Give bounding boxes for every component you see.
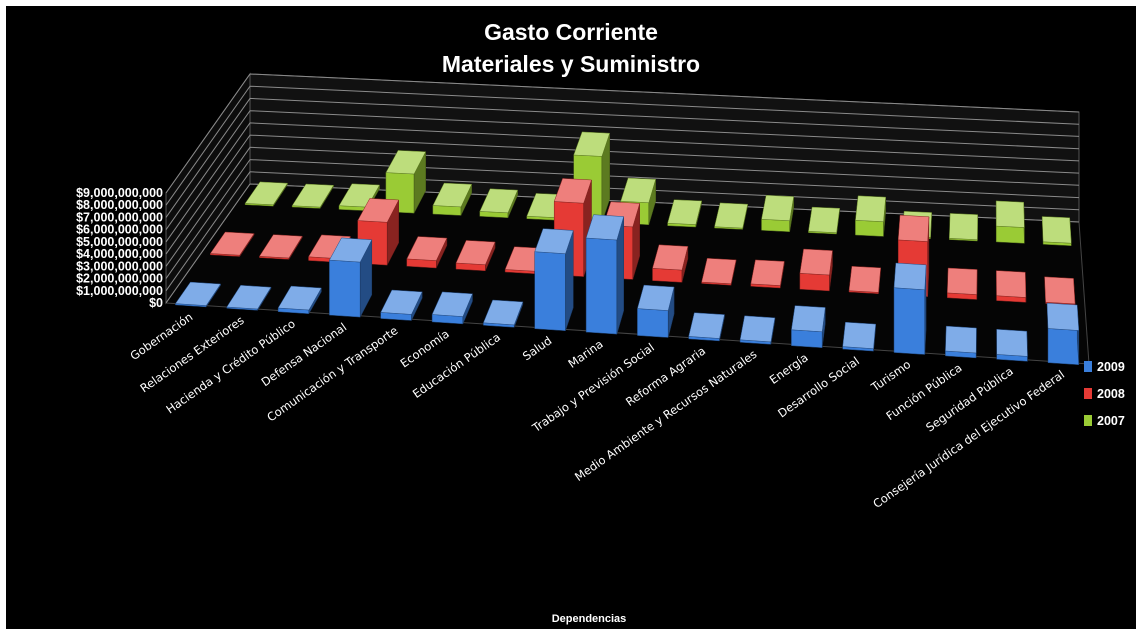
legend-item-2007: 2007	[1084, 414, 1125, 428]
y-tick-label: $7,000,000,000	[76, 210, 163, 224]
bar-funcion-publica-2007	[949, 213, 978, 242]
chart-frame: $0 $1,000,000,000 $2,000,000,000 $3,000,000…	[6, 6, 1136, 629]
gridline	[165, 159, 1080, 279]
bar-gobernacion-2007	[244, 181, 289, 207]
y-axis-ticks: $0$1,000,000,000$2,000,000,000$3,000,000…	[76, 186, 163, 310]
y-tick-label: $0	[149, 296, 163, 310]
legend-item-2009: 2009	[1084, 360, 1125, 374]
y-tick-label: $2,000,000,000	[76, 272, 163, 286]
gridline	[165, 73, 1080, 194]
gridline	[165, 183, 1080, 304]
legend-label-2007: 2007	[1097, 414, 1125, 428]
bar-comunicacion-y-transporte-2008	[406, 236, 448, 269]
bar-gobernacion-2008	[209, 231, 255, 258]
x-tick-consejeria-juridica-del-ejecutivo-federal: Consejería Jurídica del Ejecutivo Federa…	[870, 367, 1067, 511]
bar-reforma-agraria-2009	[688, 312, 725, 342]
bar-reforma-agraria-2008	[701, 258, 737, 286]
bar-medio-ambiente-y-recursos-naturales-2009	[739, 315, 776, 345]
bar-marina-2009	[585, 214, 625, 335]
x-axis-label: Dependencias	[552, 613, 627, 625]
bar-trabajo-y-prevision-social-2009	[637, 284, 675, 338]
bar-relaciones-exteriores-2009	[226, 285, 272, 312]
bar-trabajo-y-prevision-social-2007	[667, 199, 703, 228]
x-tick-marina: Marina	[565, 337, 605, 371]
x-tick-relaciones-exteriores: Relaciones Exteriores	[137, 313, 246, 395]
bar-medio-ambiente-y-recursos-naturales-2008	[750, 259, 785, 289]
y-tick-label: $5,000,000,000	[76, 235, 163, 249]
bar-defensa-nacional-2009	[328, 237, 373, 318]
y-tick-label: $1,000,000,000	[76, 284, 163, 298]
legend-label-2009: 2009	[1097, 360, 1125, 374]
legend-item-2008: 2008	[1084, 387, 1125, 401]
legend-swatch-2007	[1084, 415, 1092, 426]
bar-economia-2007	[479, 188, 519, 218]
gridline	[165, 85, 1080, 206]
bar-gobernacion-2009	[174, 281, 222, 308]
x-tick-salud: Salud	[520, 333, 554, 363]
bar-economia-2008	[455, 240, 496, 272]
bar-hacienda-y-credito-publico-2009	[277, 285, 322, 315]
bar-salud-2009	[534, 228, 574, 331]
y-tick-label: $6,000,000,000	[76, 223, 163, 237]
bar-funcion-publica-2008	[947, 267, 978, 300]
legend-swatch-2009	[1084, 361, 1092, 372]
gridline	[165, 97, 1080, 218]
bar-energia-2009	[791, 305, 826, 348]
bar-reforma-agraria-2007	[714, 202, 749, 230]
gridline	[165, 171, 1080, 292]
bar-economia-2009	[431, 291, 473, 325]
bar-defensa-nacional-2007	[385, 150, 427, 214]
bars	[174, 131, 1080, 365]
bar-seguridad-publica-2007	[995, 200, 1025, 244]
legend-swatch-2008	[1084, 388, 1092, 399]
bar-medio-ambiente-y-recursos-naturales-2007	[761, 195, 794, 232]
gridline	[165, 134, 1080, 255]
bar-consejeria-juridica-del-ejecutivo-federal-2009	[1046, 302, 1080, 365]
bar-relaciones-exteriores-2008	[258, 234, 303, 261]
x-tick-energia: Energía	[767, 350, 811, 387]
bar-trabajo-y-prevision-social-2008	[652, 244, 689, 283]
bar-seguridad-publica-2008	[996, 270, 1027, 303]
x-tick-turismo: Turismo	[868, 357, 913, 395]
bar-energia-2008	[799, 248, 833, 292]
bar-desarrollo-social-2007	[855, 195, 886, 237]
bar-comunicacion-y-transporte-2007	[432, 182, 473, 216]
legend-label-2008: 2008	[1097, 387, 1125, 401]
y-tick-label: $4,000,000,000	[76, 247, 163, 261]
bar-desarrollo-social-2009	[842, 321, 876, 352]
bar-consejeria-juridica-del-ejecutivo-federal-2008	[1044, 276, 1076, 306]
x-tick-economia: Economía	[398, 327, 452, 371]
y-tick-label: $8,000,000,000	[76, 198, 163, 212]
legend: 2009 2008 2007	[1084, 360, 1125, 428]
bar-comunicacion-y-transporte-2009	[380, 289, 423, 321]
bar-funcion-publica-2009	[945, 325, 977, 359]
chart-title-line-1: Gasto Corriente	[484, 19, 658, 45]
y-tick-label: $9,000,000,000	[76, 186, 163, 200]
bar-relaciones-exteriores-2007	[291, 183, 335, 210]
bar-chart-3d: $0$1,000,000,000$2,000,000,000$3,000,000…	[76, 19, 1125, 625]
bar-educacion-publica-2009	[483, 299, 524, 328]
gridline	[165, 122, 1080, 243]
chart-title-line-2: Materiales y Suministro	[442, 51, 700, 77]
bar-consejeria-juridica-del-ejecutivo-federal-2007	[1041, 216, 1072, 246]
y-tick-label: $3,000,000,000	[76, 259, 163, 273]
gridline	[165, 110, 1080, 230]
bar-seguridad-publica-2009	[996, 329, 1028, 362]
bar-turismo-2009	[893, 262, 927, 355]
bar-energia-2007	[808, 206, 840, 235]
gridline	[165, 146, 1080, 267]
bar-desarrollo-social-2008	[848, 266, 881, 294]
gridlines	[165, 73, 1080, 304]
